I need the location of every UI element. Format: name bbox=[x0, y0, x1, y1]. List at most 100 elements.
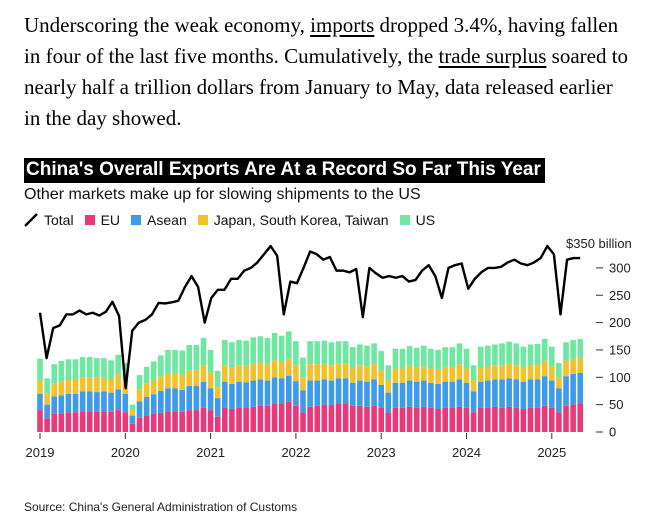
bar-japan-sk-taiwan bbox=[250, 363, 257, 381]
asean-swatch bbox=[131, 215, 142, 225]
bar-us bbox=[527, 344, 534, 366]
bar-us bbox=[378, 351, 384, 371]
bar-japan-sk-taiwan bbox=[271, 360, 278, 378]
bar-asean bbox=[222, 381, 228, 408]
bar-eu bbox=[385, 412, 392, 432]
bar-japan-sk-taiwan bbox=[222, 365, 228, 382]
bar-asean bbox=[563, 376, 569, 406]
bar-us bbox=[556, 363, 562, 378]
bar-eu bbox=[101, 411, 107, 432]
bar-asean bbox=[442, 381, 448, 408]
bar-japan-sk-taiwan bbox=[79, 377, 86, 392]
bar-japan-sk-taiwan bbox=[534, 364, 541, 380]
bar-eu bbox=[456, 406, 463, 432]
y-tick-label: 100 bbox=[609, 370, 631, 385]
bar-japan-sk-taiwan bbox=[435, 369, 441, 384]
bar-japan-sk-taiwan bbox=[37, 380, 43, 394]
bar-japan-sk-taiwan bbox=[314, 364, 321, 381]
bar-japan-sk-taiwan bbox=[463, 368, 470, 383]
bar-us bbox=[165, 349, 171, 373]
bar-japan-sk-taiwan bbox=[549, 366, 555, 381]
bar-japan-sk-taiwan bbox=[158, 376, 164, 391]
bar-us bbox=[406, 346, 413, 366]
bar-asean bbox=[335, 378, 342, 404]
bar-us bbox=[257, 336, 264, 363]
bar-us bbox=[271, 332, 278, 361]
y-axis: 0 50 100 150 200 250 300 bbox=[596, 260, 631, 440]
bar-asean bbox=[150, 394, 157, 414]
bar-us bbox=[321, 340, 328, 364]
imports-link[interactable]: imports bbox=[310, 13, 375, 37]
y-tick-label: 200 bbox=[609, 315, 631, 330]
bar-eu bbox=[51, 413, 58, 432]
bar-eu bbox=[229, 409, 235, 432]
bar-us bbox=[570, 340, 576, 359]
bar-us bbox=[236, 340, 242, 366]
bar-japan-sk-taiwan bbox=[421, 366, 427, 381]
bar-japan-sk-taiwan bbox=[150, 380, 157, 395]
bar-us bbox=[314, 341, 321, 365]
line-swatch-icon bbox=[24, 213, 38, 227]
legend-item-eu: EU bbox=[84, 212, 120, 228]
bar-asean bbox=[172, 388, 178, 412]
bar-eu bbox=[250, 406, 257, 432]
legend-item-japan-sk-taiwan: Japan, South Korea, Taiwan bbox=[197, 212, 389, 228]
y-tick-label: 250 bbox=[609, 288, 631, 303]
bar-us bbox=[172, 349, 178, 373]
stacked-bars bbox=[37, 331, 584, 432]
bar-us bbox=[214, 370, 221, 388]
x-tick-label: 2023 bbox=[367, 445, 396, 460]
bar-eu bbox=[293, 405, 299, 432]
bar-eu bbox=[534, 407, 541, 432]
bar-us bbox=[442, 347, 448, 367]
bar-us bbox=[229, 342, 235, 368]
bar-japan-sk-taiwan bbox=[293, 365, 299, 382]
bar-us bbox=[449, 347, 456, 367]
bar-us bbox=[506, 341, 512, 364]
bar-us bbox=[364, 345, 370, 367]
bar-us bbox=[577, 339, 584, 358]
bar-us bbox=[485, 345, 491, 367]
eu-swatch bbox=[84, 215, 95, 225]
bar-eu bbox=[435, 409, 441, 432]
chart-legend: Total EU Asean Japan, South Korea, Taiwa… bbox=[24, 212, 446, 228]
bar-eu bbox=[378, 407, 384, 432]
bar-japan-sk-taiwan bbox=[456, 364, 463, 380]
bar-us bbox=[342, 341, 349, 364]
bar-asean bbox=[307, 380, 313, 407]
bar-asean bbox=[428, 382, 434, 408]
bar-eu bbox=[349, 405, 356, 432]
y-tick-label: 150 bbox=[609, 342, 631, 357]
bar-asean bbox=[293, 381, 299, 406]
bar-japan-sk-taiwan bbox=[406, 365, 413, 381]
bar-asean bbox=[485, 380, 491, 408]
bar-japan-sk-taiwan bbox=[492, 365, 498, 380]
bar-us bbox=[207, 349, 214, 373]
bar-asean bbox=[278, 378, 285, 404]
bar-eu bbox=[222, 407, 228, 432]
bar-asean bbox=[378, 384, 384, 408]
bar-japan-sk-taiwan bbox=[86, 377, 93, 392]
bar-eu bbox=[570, 404, 576, 432]
bar-asean bbox=[257, 379, 264, 406]
bar-japan-sk-taiwan bbox=[570, 358, 576, 375]
source-note: Source: China's General Administration o… bbox=[24, 500, 298, 514]
bar-us bbox=[563, 342, 569, 361]
bar-eu bbox=[72, 412, 79, 432]
bar-asean bbox=[179, 389, 185, 412]
bar-us bbox=[335, 341, 342, 364]
trade-surplus-link[interactable]: trade surplus bbox=[438, 44, 547, 68]
bar-eu bbox=[314, 405, 321, 432]
bar-japan-sk-taiwan bbox=[44, 393, 50, 405]
bar-us bbox=[357, 344, 363, 366]
legend-item-asean: Asean bbox=[131, 212, 187, 228]
bar-eu bbox=[563, 405, 569, 432]
bar-us bbox=[399, 348, 406, 369]
bar-eu bbox=[108, 411, 114, 432]
bar-eu bbox=[186, 410, 193, 432]
y-tick-label: 50 bbox=[609, 397, 623, 412]
bar-eu bbox=[44, 418, 50, 432]
bar-eu bbox=[549, 407, 555, 432]
bar-japan-sk-taiwan bbox=[577, 357, 584, 373]
bar-japan-sk-taiwan bbox=[172, 372, 178, 389]
